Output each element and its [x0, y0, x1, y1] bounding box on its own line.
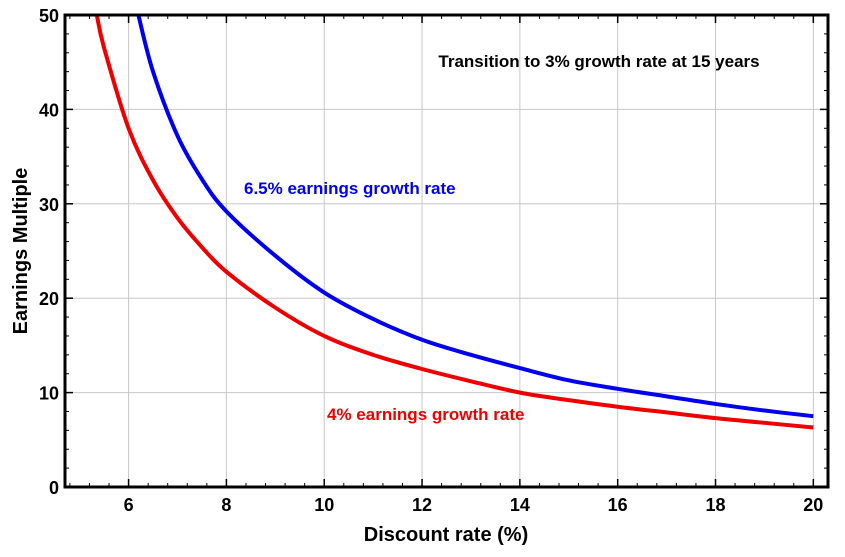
- x-tick-label: 14: [510, 495, 530, 515]
- x-tick-label: 6: [124, 495, 134, 515]
- y-tick-label: 0: [49, 478, 59, 498]
- y-tick-label: 10: [39, 384, 59, 404]
- x-tick-label: 10: [314, 495, 334, 515]
- x-axis-title: Discount rate (%): [364, 524, 528, 546]
- grid: [65, 15, 828, 487]
- labels-layer: 6 8 10 12 14 16 18 20 0 10 20 30 40 50: [39, 6, 823, 515]
- x-tick-label: 12: [412, 495, 432, 515]
- x-tick-label: 18: [705, 495, 725, 515]
- y-tick-label: 20: [39, 289, 59, 309]
- plot-frame: [63, 13, 830, 489]
- y-tick-label: 30: [39, 195, 59, 215]
- ticks-layer: [65, 14, 828, 488]
- series-layer: [94, 14, 814, 430]
- series-line-blue: [136, 14, 814, 419]
- annotation-blue-series: 6.5% earnings growth rate: [244, 179, 456, 198]
- y-axis-title: Earnings Multiple: [10, 168, 32, 335]
- x-tick-label: 16: [608, 495, 628, 515]
- y-tick-label: 40: [39, 100, 59, 120]
- annotation-transition: Transition to 3% growth rate at 15 years: [438, 52, 759, 71]
- x-tick-label: 8: [221, 495, 231, 515]
- annotation-red-series: 4% earnings growth rate: [327, 405, 524, 424]
- series-line-red: [94, 14, 814, 430]
- x-tick-label: 20: [803, 495, 823, 515]
- y-tick-label: 50: [39, 6, 59, 26]
